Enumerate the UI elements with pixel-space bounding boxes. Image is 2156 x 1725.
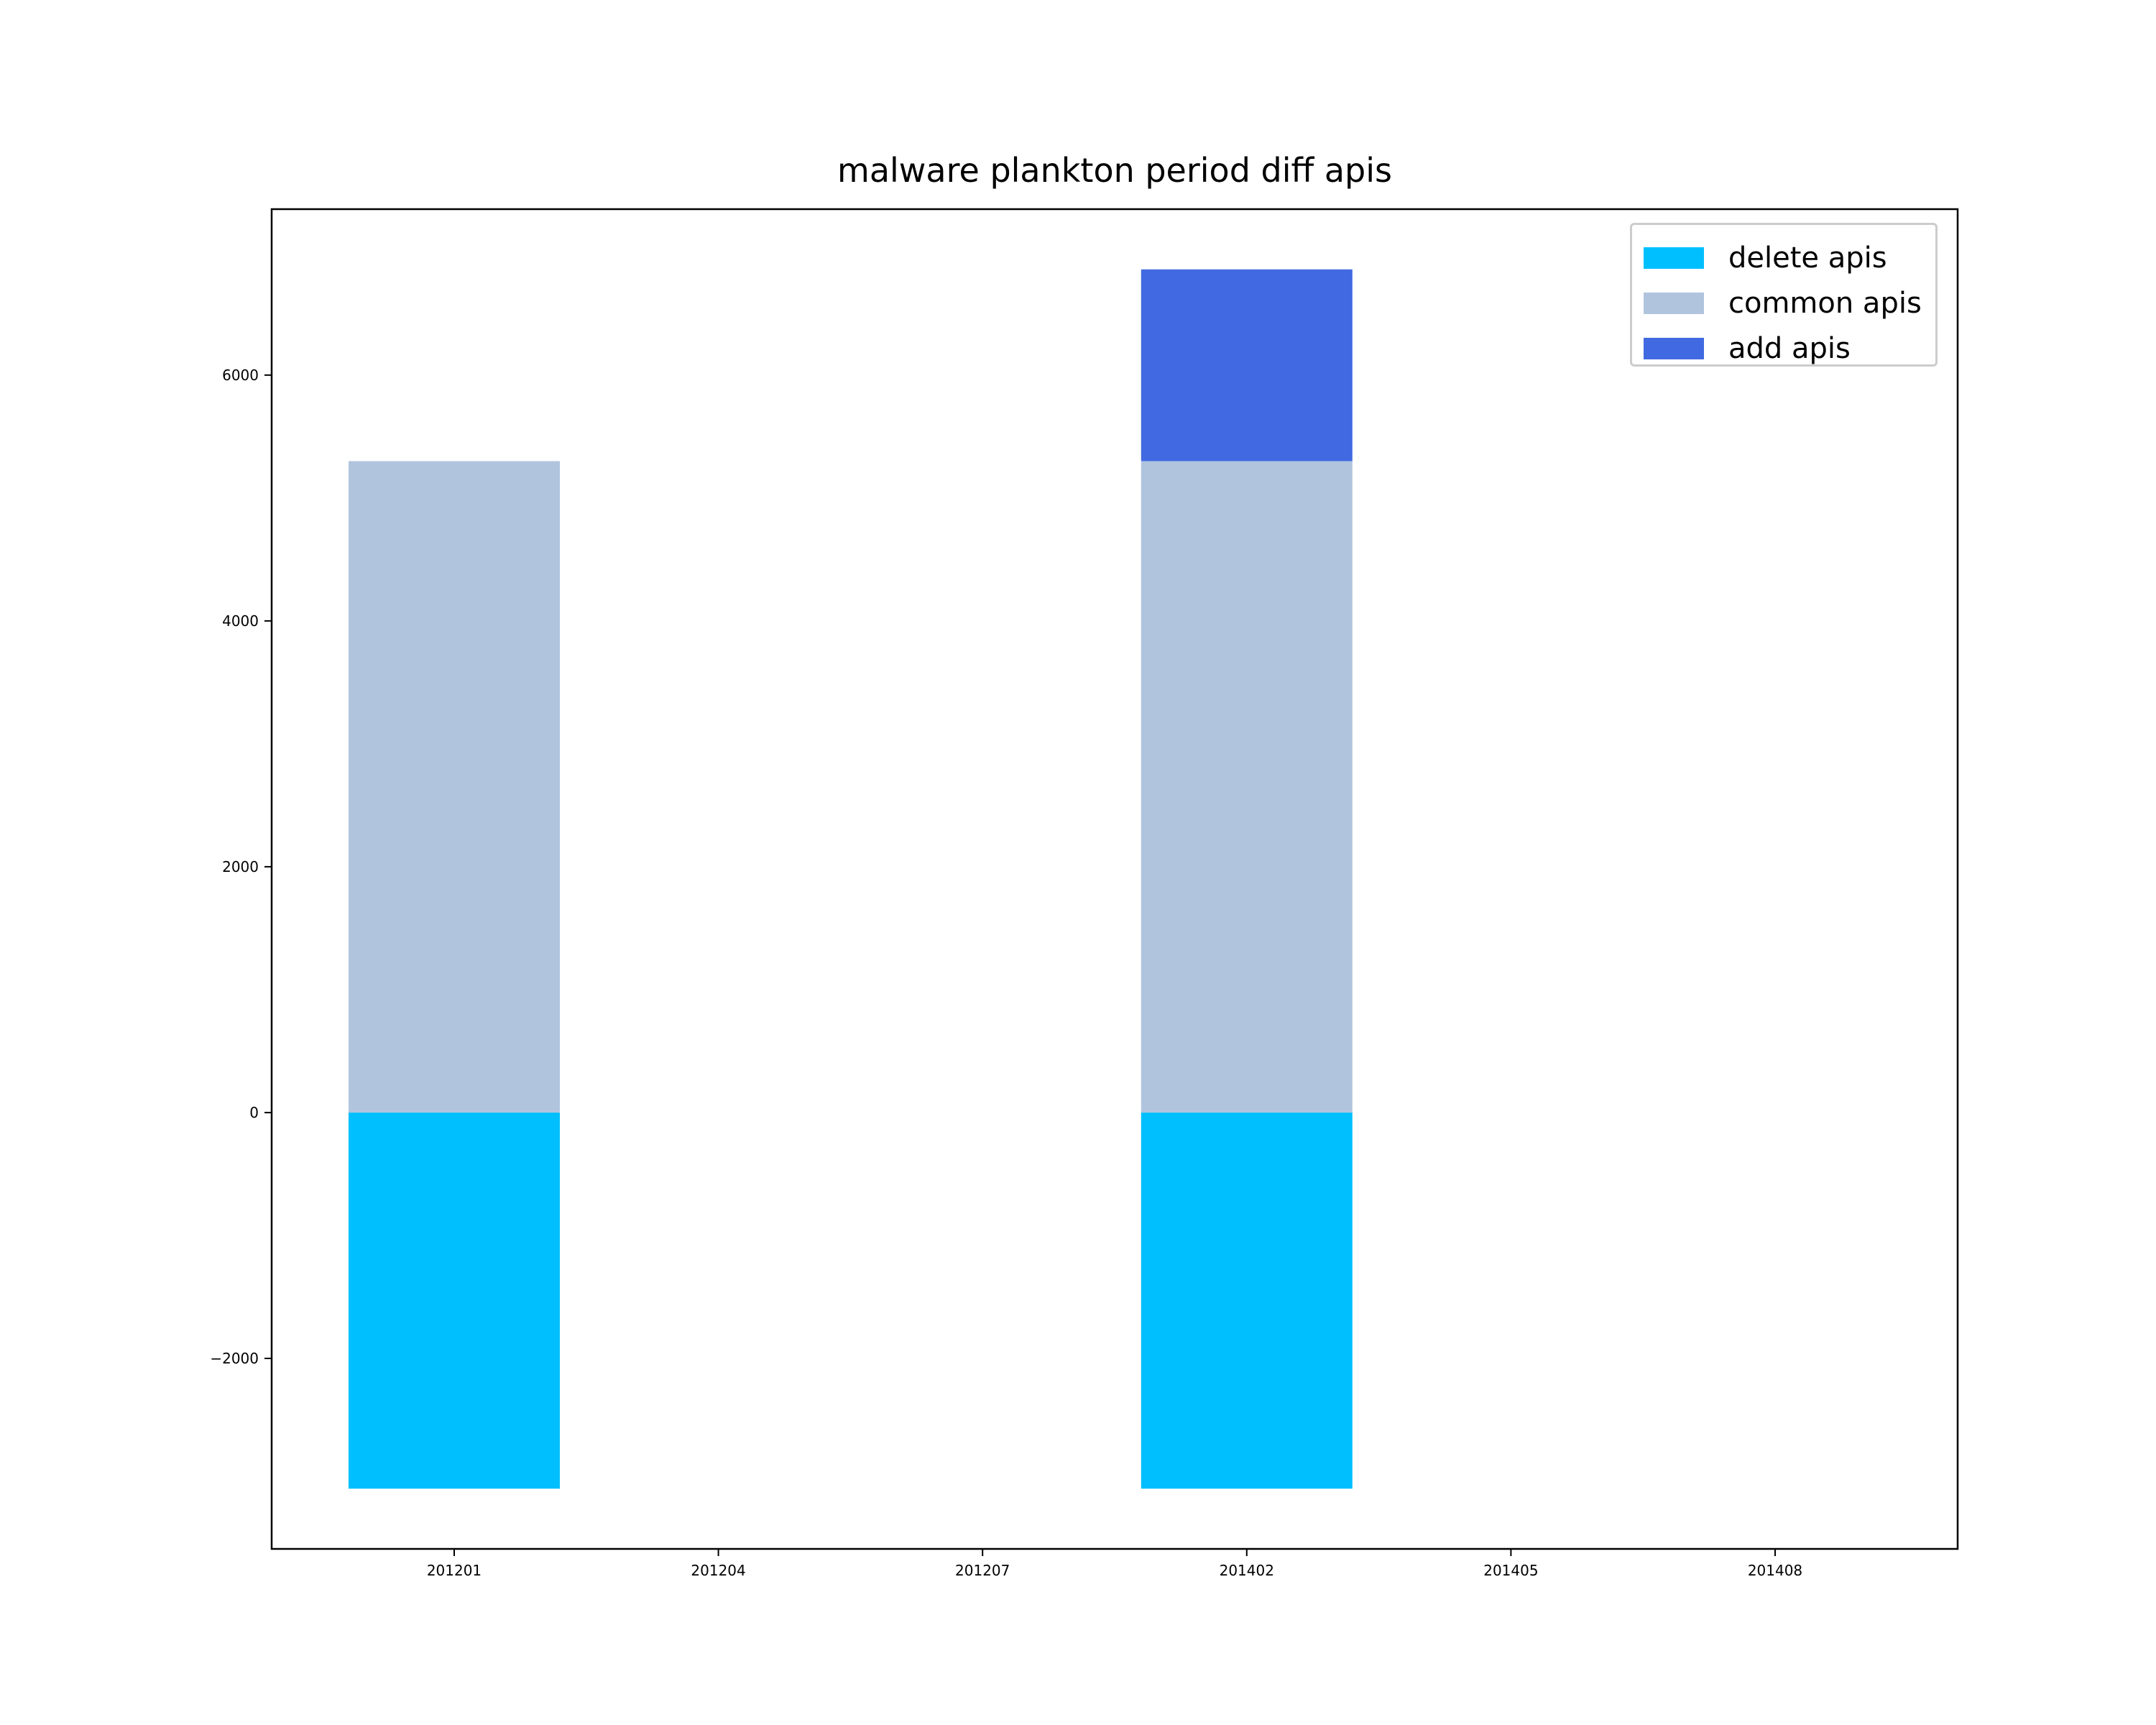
bar-common-apis-201201 [349,461,560,1113]
x-tick-label: 201204 [691,1562,745,1579]
bar-common-apis-201402 [1141,461,1353,1113]
legend-label-common-apis: common apis [1728,287,1922,320]
y-tick-label: 0 [249,1104,259,1121]
legend-item-delete-apis: delete apis [1644,239,1887,277]
chart-title: malware plankton period diff apis [837,151,1392,190]
legend-label-add-apis: add apis [1728,332,1851,365]
x-tick-label: 201201 [427,1562,482,1579]
x-tick-label: 201408 [1748,1562,1802,1579]
legend-swatch-common-apis [1644,293,1704,314]
bar-add-apis-201402 [1141,269,1353,461]
legend-item-common-apis: common apis [1644,285,1922,322]
y-tick-label: 6000 [222,367,259,384]
x-tick-label: 201207 [955,1562,1010,1579]
legend-item-add-apis: add apis [1644,330,1851,367]
legend-swatch-delete-apis [1644,247,1704,269]
y-tick-label: 2000 [222,858,259,875]
plot-frame [270,208,1959,1550]
y-tick-label: 4000 [222,612,259,630]
bar-delete-apis-201201 [349,1112,560,1489]
x-tick-label: 201402 [1220,1562,1274,1579]
legend: delete apis common apis add apis [1630,223,1938,367]
y-tick-label: −2000 [210,1350,259,1367]
x-tick-label: 201405 [1483,1562,1538,1579]
legend-label-delete-apis: delete apis [1728,242,1887,275]
bar-delete-apis-201402 [1141,1112,1353,1489]
legend-swatch-add-apis [1644,338,1704,359]
